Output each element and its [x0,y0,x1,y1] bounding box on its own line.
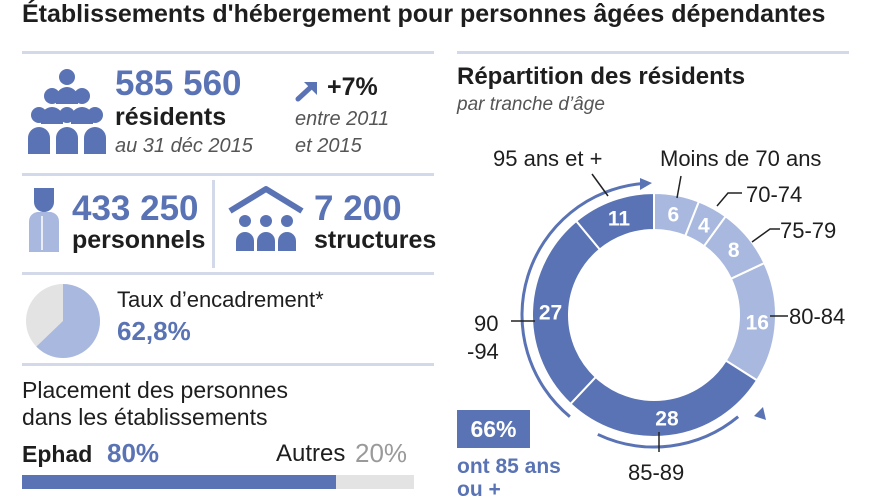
structures-count: 7 200 [314,189,402,228]
arrow-head [754,407,766,420]
label-70-74: 70-74 [746,182,802,207]
label-80-84: 80-84 [789,304,845,329]
placement-title: dans les établissements [22,404,268,430]
donut-value-label: 27 [539,302,562,325]
donut-value-label: 16 [746,311,769,334]
residents-trend-value: +7% [327,73,378,101]
ephad-label: Ephad [22,441,93,467]
label-under-70: Moins de 70 ans [660,146,821,171]
donut-value-label: 8 [728,239,740,262]
nurse-icon [29,188,59,252]
divider [22,272,434,275]
house-people-icon [228,186,304,251]
divider [212,180,215,268]
placement-title: Placement des personnes [22,377,288,403]
donut-value-label: 4 [698,214,710,237]
chart-subtitle: par tranche d’âge [457,94,605,115]
ephad-value: 80% [107,438,160,468]
staffing-label: Taux d’encadrement* [117,287,324,312]
other-label: Autres [276,440,346,467]
label-90-94: 90 [474,311,498,336]
donut-slice [574,191,655,251]
placement-bar [22,475,414,489]
highlight-value: 66% [470,416,517,442]
arrow-head [640,178,652,190]
divider [22,173,434,176]
staffing-value: 62,8% [117,316,191,346]
label-75-79: 75-79 [780,218,836,243]
structures-label: structures [314,226,437,254]
arrow-up-right-icon [295,82,317,102]
donut-value-label: 28 [655,408,679,431]
placement-bar-fill [22,475,336,489]
residents-count: 585 560 [115,64,242,103]
page-title: Établissements d'hébergement pour person… [22,0,826,28]
divider [457,51,849,54]
donut-value-label: 6 [668,203,680,226]
chart-title: Répartition des résidents [457,63,746,90]
highlight-badge: 66% [457,410,530,448]
residents-trend-period: et 2015 [295,135,362,157]
other-value: 20% [355,438,408,468]
age-donut-chart: 95 ans et + Moins de 70 ans 70-74 75-79 … [467,146,845,485]
highlight-text: ou + [457,478,501,501]
residents-trend-period: entre 2011 [295,108,390,130]
divider [22,363,434,366]
residents-date: au 31 déc 2015 [115,135,253,157]
highlight-text: ont 85 ans [457,455,561,478]
staffing-pie [26,284,100,358]
label-90-94: -94 [467,339,499,364]
label-85-89: 85-89 [628,460,684,485]
residents-label: résidents [115,103,227,131]
people-group-icon [28,69,106,154]
donut-value-label: 11 [608,208,631,231]
staff-count: 433 250 [72,189,199,228]
divider [22,51,434,54]
staff-label: personnels [72,226,206,254]
label-95-plus: 95 ans et + [493,146,602,171]
